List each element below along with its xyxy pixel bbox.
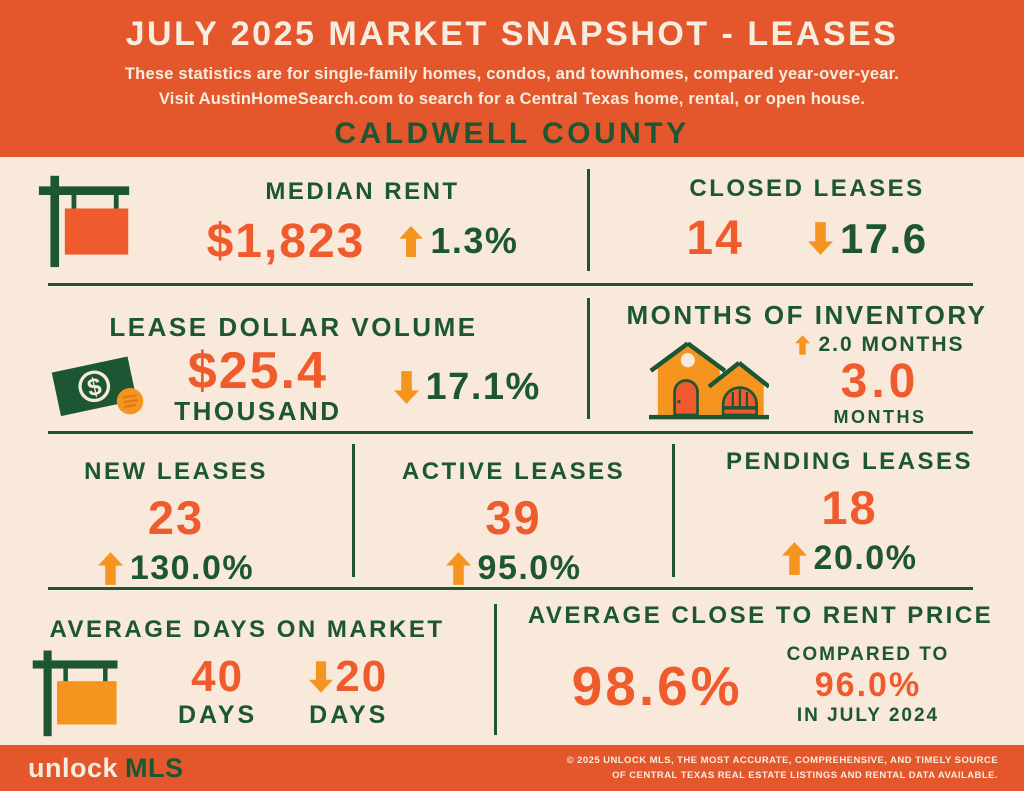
months-of-inventory-unit: MONTHS xyxy=(833,407,927,428)
stats-grid: MEDIAN RENT $1,823 1.3% CLOSED LEASES xyxy=(0,157,1024,745)
down-arrow-icon xyxy=(309,660,334,693)
money-icon: $ xyxy=(46,350,148,424)
closed-leases-change: 17.6 xyxy=(839,214,928,262)
avg-days-change-unit: DAYS xyxy=(309,700,389,729)
pending-leases-label: PENDING LEASES xyxy=(725,448,974,475)
active-leases-label: ACTIVE LEASES xyxy=(401,458,626,485)
row-leases-counts: NEW LEASES 23 130.0% ACTIVE LEASES 39 95… xyxy=(0,434,1024,587)
median-rent-value: $1,823 xyxy=(206,214,366,268)
divider xyxy=(48,283,973,286)
copyright-line-1: © 2025 UNLOCK MLS, THE MOST ACCURATE, CO… xyxy=(566,754,998,766)
months-of-inventory-stat: MONTHS OF INVENTORY xyxy=(590,286,1024,431)
active-leases-change: 95.0% xyxy=(477,549,582,587)
avg-days-on-market-label: AVERAGE DAYS ON MARKET xyxy=(49,616,445,643)
avg-days-value-unit: DAYS xyxy=(178,700,258,729)
subtitle-line-2: Visit AustinHomeSearch.com to search for… xyxy=(158,89,866,108)
new-leases-stat: NEW LEASES 23 130.0% xyxy=(0,444,355,587)
down-arrow-icon xyxy=(807,222,833,255)
new-leases-label: NEW LEASES xyxy=(84,458,268,485)
new-leases-value: 23 xyxy=(147,491,205,544)
yard-sign-icon xyxy=(32,171,138,269)
pending-leases-value: 18 xyxy=(821,481,878,534)
down-arrow-icon xyxy=(393,370,419,404)
avg-close-to-rent-label: AVERAGE CLOSE TO RENT PRICE xyxy=(527,602,994,629)
county-title: CALDWELL COUNTY xyxy=(334,116,690,150)
compare-prefix: COMPARED TO xyxy=(786,644,950,665)
closed-leases-stat: CLOSED LEASES 14 17.6 xyxy=(590,157,1024,283)
subtitle: These statistics are for single-family h… xyxy=(0,62,1024,112)
logo-unlock-text: unlock xyxy=(28,752,119,783)
divider xyxy=(48,587,973,590)
closed-leases-label: CLOSED LEASES xyxy=(689,175,925,202)
active-leases-stat: ACTIVE LEASES 39 95.0% xyxy=(355,444,675,587)
lease-dollar-volume-value: $25.4 xyxy=(187,342,328,400)
active-leases-value: 39 xyxy=(485,491,542,544)
up-arrow-icon xyxy=(97,552,123,585)
compare-suffix: IN JULY 2024 xyxy=(796,705,940,727)
lease-dollar-volume-label: LEASE DOLLAR VOLUME xyxy=(109,312,478,342)
median-rent-label: MEDIAN RENT xyxy=(265,177,460,205)
unlock-mls-logo: unlock MLS xyxy=(28,753,184,784)
logo-mls-text: MLS xyxy=(125,752,184,783)
house-icon xyxy=(649,339,770,422)
up-arrow-icon xyxy=(445,552,471,585)
median-rent-change: 1.3% xyxy=(430,220,519,261)
page-title: JULY 2025 MARKET SNAPSHOT - LEASES xyxy=(125,15,899,53)
months-of-inventory-change: 2.0 MONTHS xyxy=(818,333,965,356)
compare-value: 96.0% xyxy=(814,666,922,704)
subtitle-line-1: These statistics are for single-family h… xyxy=(124,65,900,83)
avg-days-value: 40 xyxy=(191,651,245,701)
lease-dollar-volume-stat: LEASE DOLLAR VOLUME $ xyxy=(0,298,590,426)
header-banner: JULY 2025 MARKET SNAPSHOT - LEASES These… xyxy=(0,0,1024,157)
up-arrow-icon xyxy=(781,542,807,575)
median-rent-stat: MEDIAN RENT $1,823 1.3% xyxy=(0,169,590,271)
new-leases-change: 130.0% xyxy=(129,549,255,587)
yard-sign-icon xyxy=(26,646,126,738)
lease-dollar-volume-change: 17.1% xyxy=(425,365,541,408)
row-days-close-price: AVERAGE DAYS ON MARKET 40 DAYS xyxy=(0,590,1024,745)
avg-days-on-market-stat: AVERAGE DAYS ON MARKET 40 DAYS xyxy=(0,604,497,738)
avg-days-change: 20 xyxy=(335,651,389,701)
copyright-text: © 2025 UNLOCK MLS, THE MOST ACCURATE, CO… xyxy=(567,753,998,783)
pending-leases-stat: PENDING LEASES 18 20.0% xyxy=(675,434,1024,587)
months-of-inventory-value: 3.0 xyxy=(840,355,920,408)
divider xyxy=(48,431,973,434)
closed-leases-value: 14 xyxy=(686,212,744,265)
footer-bar: unlock MLS © 2025 UNLOCK MLS, THE MOST AC… xyxy=(0,745,1024,791)
pending-leases-change: 20.0% xyxy=(813,539,918,577)
avg-close-to-rent-stat: AVERAGE CLOSE TO RENT PRICE 98.6% COMPAR… xyxy=(497,590,1024,745)
months-of-inventory-label: MONTHS OF INVENTORY xyxy=(626,300,988,330)
avg-close-to-rent-value: 98.6% xyxy=(571,654,743,717)
up-arrow-icon xyxy=(399,225,424,257)
row-volume-inventory: LEASE DOLLAR VOLUME $ xyxy=(0,286,1024,431)
copyright-line-2: OF CENTRAL TEXAS REAL ESTATE LISTINGS AN… xyxy=(612,770,998,781)
up-arrow-icon xyxy=(795,335,811,355)
row-median-rent-closed-leases: MEDIAN RENT $1,823 1.3% CLOSED LEASES xyxy=(0,157,1024,283)
lease-dollar-volume-unit: THOUSAND xyxy=(174,396,342,427)
svg-text:$: $ xyxy=(85,373,104,402)
